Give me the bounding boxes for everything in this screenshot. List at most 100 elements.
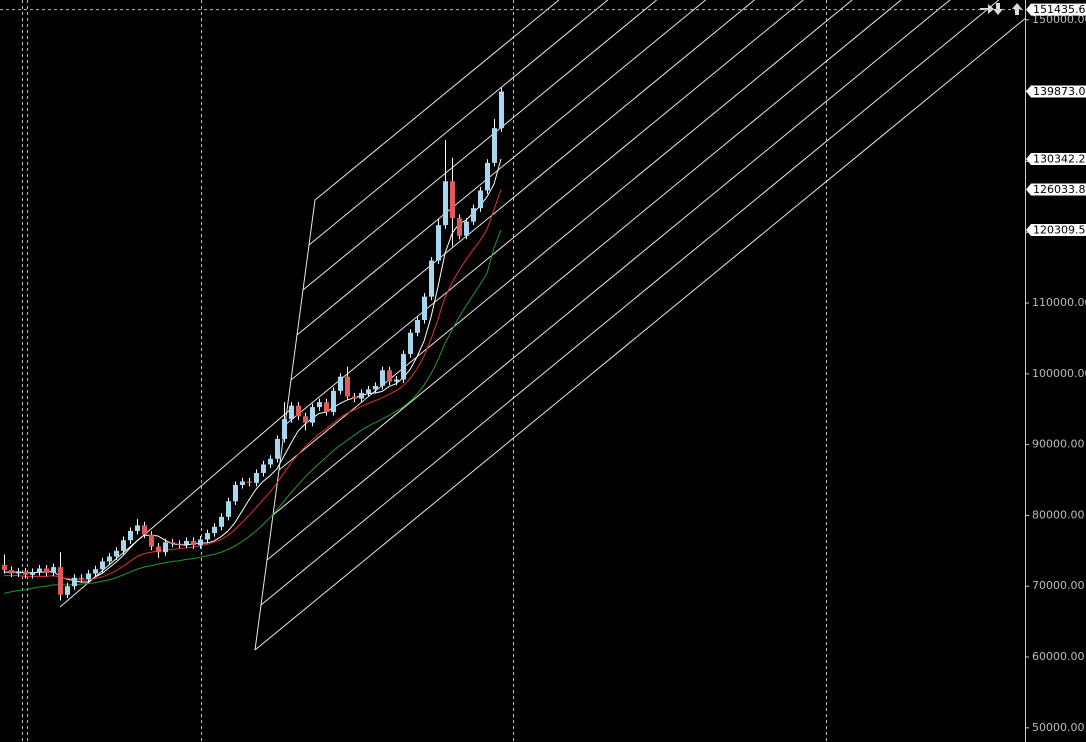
candle-body bbox=[100, 561, 105, 570]
y-tick-label: 90000.00 bbox=[1032, 438, 1085, 451]
price-label: 151435.6 bbox=[1033, 3, 1086, 16]
candle-body bbox=[184, 540, 189, 545]
price-label: 120309.5 bbox=[1033, 224, 1086, 237]
y-tick-label: 150000.00 bbox=[1032, 13, 1086, 26]
candle-body bbox=[93, 569, 98, 574]
candle-body bbox=[464, 221, 469, 236]
candle-body bbox=[254, 472, 259, 483]
candle-body bbox=[16, 571, 21, 574]
candle-body bbox=[338, 376, 343, 391]
candle-body bbox=[296, 405, 301, 417]
candle-body bbox=[492, 128, 497, 163]
candle-body bbox=[121, 540, 126, 551]
candle-body bbox=[352, 396, 357, 399]
ma-line bbox=[4, 158, 502, 583]
candle-body bbox=[359, 392, 364, 399]
channel-line bbox=[302, 0, 657, 291]
candle-body bbox=[289, 405, 294, 420]
candle-body bbox=[198, 539, 203, 546]
candle-body bbox=[219, 516, 224, 527]
candle-body bbox=[303, 416, 308, 423]
channel-line bbox=[254, 18, 1026, 651]
candle-body bbox=[471, 208, 476, 222]
candle-body bbox=[135, 525, 140, 532]
price-label-box bbox=[1026, 183, 1086, 196]
price-label: 139873.0 bbox=[1033, 85, 1086, 98]
candle-body bbox=[212, 526, 217, 534]
price-label: 130342.2 bbox=[1033, 153, 1086, 166]
candle-body bbox=[485, 162, 490, 191]
y-tick-label: 80000.00 bbox=[1032, 508, 1085, 521]
candle-body bbox=[317, 402, 322, 408]
channel-line bbox=[266, 0, 951, 561]
ma-line bbox=[3, 229, 502, 594]
candle-body bbox=[331, 390, 336, 413]
candle-body bbox=[422, 296, 427, 321]
channel-line bbox=[272, 0, 902, 516]
y-tick-label: 60000.00 bbox=[1032, 650, 1085, 663]
candle-body bbox=[324, 402, 329, 413]
candle-body bbox=[226, 501, 231, 517]
price-label-box bbox=[1026, 224, 1086, 237]
candle-body bbox=[366, 389, 371, 393]
candle-body bbox=[2, 564, 7, 570]
channel-line bbox=[278, 0, 853, 471]
candle-body bbox=[142, 525, 147, 535]
scroll-up-icon[interactable] bbox=[1012, 3, 1022, 15]
y-tick-label: 70000.00 bbox=[1032, 579, 1085, 592]
channel-line bbox=[314, 0, 560, 201]
candle-body bbox=[240, 481, 245, 485]
vertical-grid bbox=[22, 0, 827, 742]
candle-body bbox=[408, 332, 413, 355]
candle-body bbox=[275, 438, 280, 459]
candle-body bbox=[114, 550, 119, 557]
ma-line bbox=[4, 189, 502, 581]
channel-line bbox=[284, 0, 804, 426]
candle-body bbox=[233, 484, 238, 502]
candle-body bbox=[443, 181, 448, 226]
candle-body bbox=[450, 181, 455, 219]
candle-body bbox=[429, 260, 434, 297]
y-tick-label: 100000.00 bbox=[1032, 367, 1086, 380]
channel-line bbox=[296, 0, 706, 336]
candle-body bbox=[380, 370, 385, 386]
candle-body bbox=[107, 556, 112, 562]
candle-body bbox=[436, 225, 441, 261]
price-label-box bbox=[1026, 3, 1086, 16]
candle-body bbox=[282, 419, 287, 439]
toolbar-arrows[interactable] bbox=[980, 3, 1022, 15]
scroll-right-icon[interactable] bbox=[980, 4, 994, 14]
candle-body bbox=[247, 481, 252, 483]
candle-body bbox=[261, 464, 266, 473]
candle-body bbox=[86, 573, 91, 580]
candle-body bbox=[58, 567, 63, 595]
candle-body bbox=[205, 533, 210, 540]
price-label-box bbox=[1026, 153, 1086, 166]
candle-body bbox=[128, 531, 133, 541]
candle-body bbox=[499, 91, 504, 129]
candle-body bbox=[156, 546, 161, 553]
y-tick-label: 50000.00 bbox=[1032, 721, 1085, 734]
candle-body bbox=[401, 354, 406, 380]
candle-body bbox=[9, 569, 14, 574]
candle-body bbox=[170, 542, 175, 544]
candle-body bbox=[51, 567, 56, 573]
price-label-box bbox=[1026, 85, 1086, 98]
channel-line bbox=[290, 0, 755, 381]
candle-body bbox=[177, 543, 182, 545]
candle-body bbox=[37, 568, 42, 573]
price-label: 126033.8 bbox=[1033, 183, 1086, 196]
candle-body bbox=[30, 572, 35, 575]
scroll-down-icon[interactable] bbox=[993, 3, 1003, 15]
channel-line bbox=[308, 0, 609, 246]
candle-body bbox=[23, 571, 28, 575]
candle-body bbox=[373, 385, 378, 390]
y-tick-label: 110000.00 bbox=[1032, 296, 1086, 309]
candle-body bbox=[345, 376, 350, 397]
channel-line bbox=[260, 0, 1000, 606]
channel-drawing bbox=[59, 0, 1026, 651]
channel-line bbox=[59, 408, 292, 608]
